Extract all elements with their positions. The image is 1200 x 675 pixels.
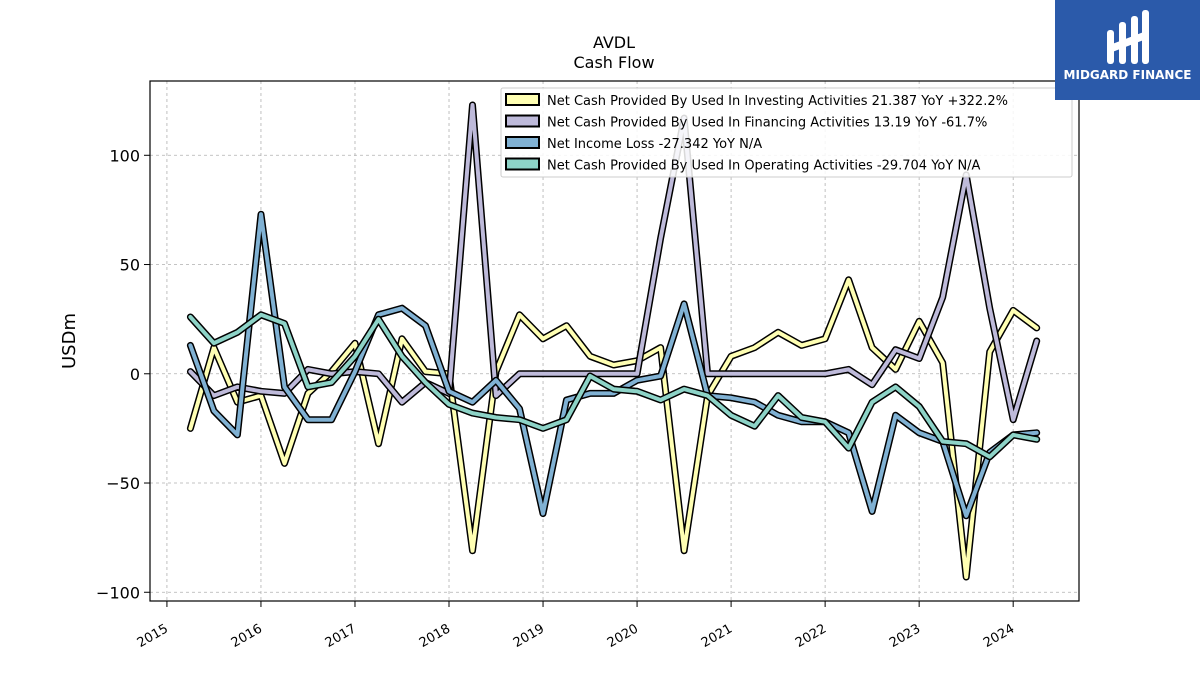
y-tick-label: 50 — [120, 256, 140, 275]
logo-mark-icon — [1055, 0, 1200, 100]
legend-swatch-1 — [505, 114, 540, 128]
plot-frame — [149, 80, 1080, 602]
legend-entry-2: Net Income Loss -27.342 YoY N/A — [547, 137, 762, 152]
series-lines — [186, 101, 1041, 581]
series-line-2 — [188, 212, 1039, 518]
x-tick-label: 2022 — [793, 621, 829, 651]
legend-swatch-3 — [505, 157, 540, 171]
series-line-3 — [188, 312, 1039, 459]
series-line-1 — [188, 103, 1039, 422]
chart-subtitle: Cash Flow — [573, 53, 654, 72]
legend-entry-3: Net Cash Provided By Used In Operating A… — [547, 159, 981, 174]
legend: Net Cash Provided By Used In Investing A… — [500, 87, 1073, 178]
logo-text: MIDGARD FINANCE — [1063, 68, 1192, 82]
x-tick-label: 2021 — [699, 621, 735, 651]
x-tick-label: 2024 — [981, 621, 1017, 651]
legend-swatch-2 — [505, 136, 540, 149]
x-axis: 2015 2016 2017 2018 2019 2020 2021 2022 2023 2024 — [135, 601, 1017, 651]
chart-title: AVDL — [593, 33, 635, 52]
legend-box — [500, 87, 1073, 178]
y-axis-label: USDm — [59, 313, 80, 369]
x-tick-label: 2018 — [417, 621, 453, 651]
legend-entry-0: Net Cash Provided By Used In Investing A… — [547, 94, 1008, 109]
legend-swatch-0 — [505, 93, 540, 106]
y-tick-label: −100 — [96, 583, 140, 602]
x-tick-label: 2015 — [135, 621, 171, 651]
x-tick-label: 2019 — [511, 621, 547, 651]
x-tick-label: 2016 — [229, 621, 265, 651]
y-tick-label: 0 — [130, 365, 140, 384]
legend-entry-1: Net Cash Provided By Used In Financing A… — [547, 116, 987, 131]
x-tick-label: 2020 — [605, 621, 641, 651]
midgard-finance-logo: MIDGARD FINANCE — [1055, 0, 1200, 100]
x-tick-label: 2017 — [323, 621, 359, 651]
y-tick-label: 100 — [109, 146, 140, 165]
y-tick-label: −50 — [106, 474, 140, 493]
y-axis: −100 −50 0 50 100 — [96, 146, 150, 602]
x-tick-label: 2023 — [887, 621, 923, 651]
